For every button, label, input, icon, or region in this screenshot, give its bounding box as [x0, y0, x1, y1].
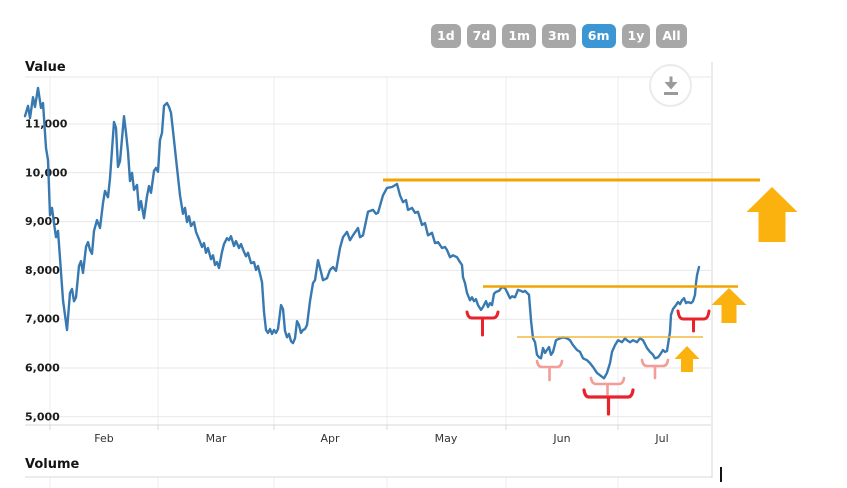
up-arrow-annotation — [746, 187, 798, 242]
y-axis-label: 9,000 — [25, 215, 60, 228]
x-axis-label-may: May — [435, 432, 458, 445]
download-icon — [663, 76, 678, 95]
support-bracket-annotation — [676, 309, 711, 333]
y-axis-label: 10,000 — [25, 166, 68, 179]
download-button[interactable] — [649, 64, 692, 107]
range-button-1y[interactable]: 1y — [621, 24, 651, 48]
y-axis-label: 8,000 — [25, 264, 60, 277]
support-bracket-annotation — [640, 358, 670, 380]
range-selector: 1d 7d 1m 3m 6m 1y All — [431, 24, 687, 48]
y-axis-label: 7,000 — [25, 313, 60, 326]
volume-axis-title: Volume — [25, 457, 80, 472]
range-button-1m[interactable]: 1m — [502, 24, 537, 48]
y-axis-label: 11,000 — [25, 118, 68, 131]
range-button-3m[interactable]: 3m — [542, 24, 576, 48]
x-axis-label-feb: Feb — [94, 432, 113, 445]
y-axis-label: 6,000 — [25, 362, 60, 375]
support-bracket-annotation — [582, 388, 635, 416]
range-button-6m[interactable]: 6m — [581, 24, 616, 48]
support-bracket-annotation — [535, 359, 564, 382]
range-button-1d[interactable]: 1d — [431, 24, 461, 48]
x-axis-label-apr: Apr — [320, 432, 340, 445]
range-button-all[interactable]: All — [656, 24, 687, 48]
text-cursor — [720, 467, 722, 482]
support-bracket-annotation — [589, 376, 626, 396]
x-axis-label-jun: Jun — [552, 432, 570, 445]
plot-area[interactable] — [25, 77, 712, 425]
up-arrow-annotation — [674, 346, 700, 372]
x-axis-label-jul: Jul — [654, 432, 668, 445]
support-bracket-annotation — [465, 310, 500, 337]
x-axis-label-mar: Mar — [206, 432, 227, 445]
y-axis-label: 5,000 — [25, 410, 60, 423]
value-axis-title: Value — [25, 60, 66, 75]
range-button-7d[interactable]: 7d — [466, 24, 497, 48]
value-line-series — [23, 86, 701, 380]
up-arrow-annotation — [711, 288, 747, 323]
